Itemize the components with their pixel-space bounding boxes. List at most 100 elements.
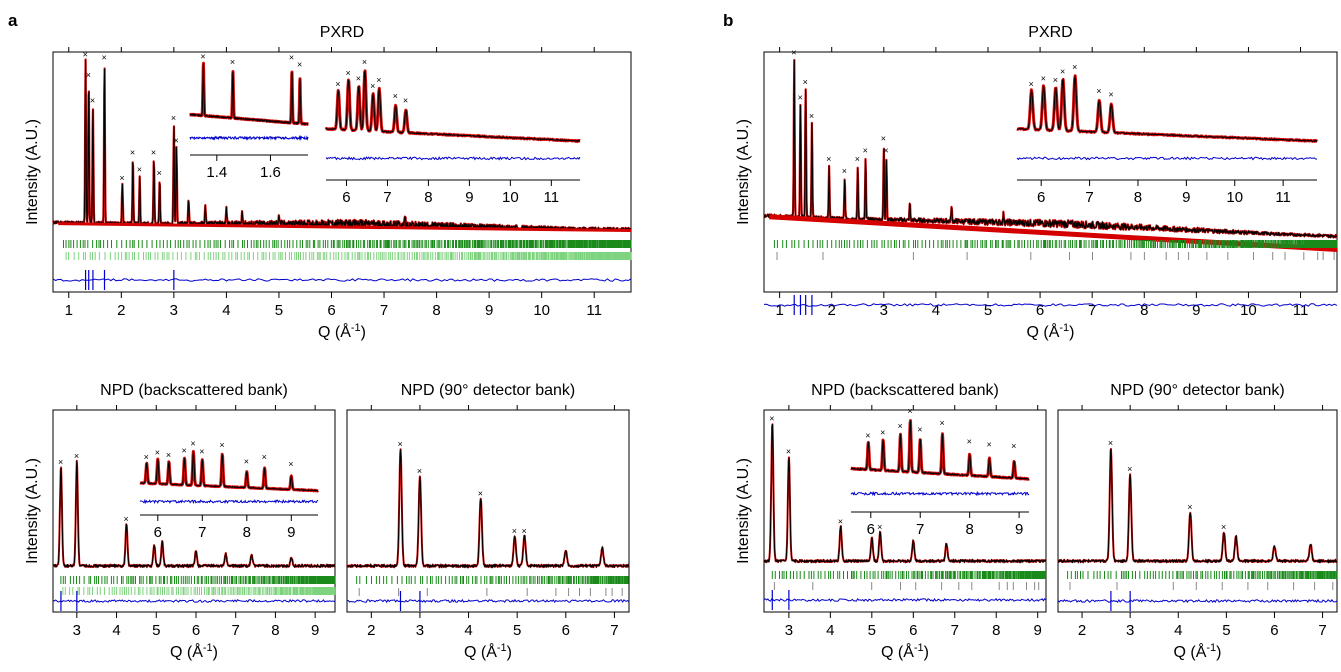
chart-a-npd-90-obs-marker: × bbox=[417, 466, 422, 476]
chart-b-npd-90-ticks-row2 bbox=[1069, 582, 1334, 590]
chart-b-pxrd-xtick-label: 4 bbox=[932, 302, 940, 319]
chart-b-npd-90-xtick-label: 4 bbox=[1174, 622, 1182, 639]
chart-a-pxrd-inset-0-obs-marker: × bbox=[200, 51, 205, 61]
xlabel-sup: -1 bbox=[203, 642, 213, 654]
chart-a-npd-back-xtick-label: 5 bbox=[152, 622, 160, 639]
chart-a-pxrd-inset-1-xtick-label: 6 bbox=[342, 189, 350, 206]
xlabel-end: ) bbox=[213, 644, 218, 661]
chart-b-npd-back-inset-0-obs-marker: × bbox=[1011, 441, 1016, 451]
chart-b-npd-back-inset-0-obs-marker: × bbox=[897, 421, 902, 431]
chart-b-pxrd-obs-marker: × bbox=[883, 146, 888, 156]
chart-a-pxrd-xtick-label: 5 bbox=[275, 302, 283, 319]
chart-b-pxrd-inset-0: 6 7 8 9 10 11×× ×× ×× × bbox=[1016, 62, 1319, 206]
chart-a-pxrd-xlabel: Q (Å-1) bbox=[318, 322, 366, 341]
chart-a-npd-back-inset-0-xtick-label: 7 bbox=[198, 524, 206, 541]
xlabel-sup: -1 bbox=[351, 322, 361, 334]
chart-a-npd-90-ticks-row2 bbox=[358, 588, 623, 596]
chart-b-npd-back-obs-marker: × bbox=[769, 413, 774, 423]
chart-b-npd-90: 2 3 4 5 6 7 NPD (90° detector bank) Q (Å-1) × × × × bbox=[1057, 382, 1338, 661]
chart-b-npd-back-ylabel: Intensity (A.U.) bbox=[735, 458, 752, 564]
chart-b-pxrd-xtick-label: 9 bbox=[1192, 302, 1200, 319]
panel-letter-a: a bbox=[8, 11, 18, 30]
chart-b-npd-back-xtick-label: 8 bbox=[992, 622, 1000, 639]
chart-b-pxrd-xtick-label: 1 bbox=[775, 302, 783, 319]
chart-a-pxrd-observed-background bbox=[58, 222, 632, 233]
chart-a-pxrd-xtick-label: 8 bbox=[432, 302, 440, 319]
chart-a-pxrd-xtick-label: 1 bbox=[65, 302, 73, 319]
chart-a-pxrd-obs-marker: × bbox=[86, 70, 91, 80]
chart-a-pxrd-xtick-label: 3 bbox=[170, 302, 178, 319]
chart-a-pxrd-inset-1-xtick-label: 11 bbox=[544, 189, 560, 206]
chart-a-npd-back-inset-0-obs-marker: × bbox=[288, 459, 293, 469]
chart-b-npd-90-calculated bbox=[1057, 448, 1338, 565]
chart-b-npd-back-inset-0-obs-marker: × bbox=[939, 418, 944, 428]
chart-a-npd-back: 3 4 5 6 7 8 9 NPD (backscattered bank) Q (Å-1) In… bbox=[24, 382, 336, 661]
chart-b-pxrd-inset-0-obs-marker: × bbox=[1108, 90, 1113, 100]
chart-b-npd-back-title: NPD (backscattered bank) bbox=[811, 382, 999, 399]
chart-a-npd-back-ylabel: Intensity (A.U.) bbox=[24, 458, 41, 564]
chart-b-npd-back-inset-0-difference bbox=[850, 490, 1030, 497]
chart-a-npd-back-obs-marker: × bbox=[74, 451, 79, 461]
chart-a-pxrd-obs-marker: × bbox=[83, 49, 88, 59]
chart-a-pxrd-frame bbox=[52, 51, 632, 293]
chart-b-npd-back-xtick-label: 6 bbox=[909, 622, 917, 639]
chart-b-pxrd-obs-marker: × bbox=[803, 77, 808, 87]
chart-b-npd-90-xtick-label: 7 bbox=[1318, 622, 1326, 639]
chart-a-npd-90-frame bbox=[346, 409, 630, 613]
chart-b-pxrd-inset-0-xtick-label: 7 bbox=[1085, 189, 1093, 206]
chart-b-pxrd-obs-marker: × bbox=[855, 154, 860, 164]
chart-b-npd-90-ticks-row1 bbox=[1067, 571, 1338, 579]
chart-a-pxrd-inset-0-difference bbox=[189, 134, 309, 141]
chart-b-pxrd-obs-marker: × bbox=[791, 48, 796, 58]
chart-a-pxrd-obs-marker: × bbox=[137, 165, 142, 175]
chart-a-pxrd-inset-1-obs-marker: × bbox=[356, 74, 361, 84]
xlabel-main: Q (Å bbox=[881, 642, 914, 661]
chart-b-pxrd-xlabel: Q (Å-1) bbox=[1027, 322, 1075, 341]
chart-b-npd-back-calculated bbox=[763, 424, 1047, 565]
chart-a-pxrd-xtick-label: 4 bbox=[222, 302, 230, 319]
chart-a-npd-back-inset-0-xtick-label: 8 bbox=[243, 524, 251, 541]
xlabel-sup: -1 bbox=[914, 642, 924, 654]
chart-a-pxrd-inset-1-obs-marker: × bbox=[362, 57, 367, 67]
chart-a-pxrd-xtick-label: 11 bbox=[586, 302, 602, 319]
chart-b-pxrd-ticks-row1 bbox=[773, 240, 1338, 248]
chart-a-pxrd-ticks-row2 bbox=[65, 252, 632, 260]
chart-a-npd-back-xtick-label: 9 bbox=[311, 622, 319, 639]
xlabel-end: ) bbox=[1216, 644, 1221, 661]
chart-b-npd-back-inset-0-obs-marker: × bbox=[967, 437, 972, 447]
chart-b-pxrd-inset-0-obs-marker: × bbox=[1029, 79, 1034, 89]
chart-b-pxrd-difference bbox=[763, 303, 1338, 307]
chart-b-npd-back-ticks-row1 bbox=[771, 571, 1047, 579]
xlabel-end: ) bbox=[507, 644, 512, 661]
chart-a-pxrd-inset-1: 6 7 8 9 10 11××××××× × bbox=[324, 57, 581, 206]
chart-b-npd-90-frame bbox=[1057, 409, 1338, 613]
chart-a-pxrd-difference bbox=[52, 278, 632, 282]
chart-b-npd-back-xlabel: Q (Å-1) bbox=[881, 642, 929, 661]
chart-b-npd-back-xtick-label: 3 bbox=[785, 622, 793, 639]
chart-a-npd-90-obs-marker: × bbox=[397, 439, 402, 449]
chart-a-pxrd-title: PXRD bbox=[320, 24, 364, 41]
xlabel-main: Q (Å bbox=[170, 642, 203, 661]
chart-a-npd-90-xtick-label: 6 bbox=[562, 622, 570, 639]
chart-b-npd-90-xtick-label: 5 bbox=[1222, 622, 1230, 639]
chart-a-pxrd-inset-1-xtick-label: 10 bbox=[502, 189, 519, 206]
chart-a-pxrd-ylabel: Intensity (A.U.) bbox=[24, 119, 41, 225]
chart-b-npd-back: 3 4 5 6 7 8 9 NPD (backscattered bank) Q (Å-1) In… bbox=[735, 382, 1047, 661]
chart-a-npd-90-calculated bbox=[346, 449, 630, 569]
chart-a-pxrd-inset-1-obs-marker: × bbox=[393, 91, 398, 101]
chart-a-npd-back-inset-0-obs-marker: × bbox=[155, 448, 160, 458]
chart-b-npd-90-xtick-label: 2 bbox=[1078, 622, 1086, 639]
chart-a-pxrd-inset-0-calculated bbox=[189, 63, 309, 126]
chart-a-npd-back-xtick-label: 7 bbox=[232, 622, 240, 639]
chart-a-pxrd-inset-1-obs-marker: × bbox=[335, 79, 340, 89]
chart-b-npd-90-obs-marker: × bbox=[1221, 522, 1226, 532]
chart-a-pxrd-inset-0-obs-marker: × bbox=[289, 53, 294, 63]
chart-a-npd-90-xtick-label: 3 bbox=[416, 622, 424, 639]
chart-a-npd-back-xtick-label: 4 bbox=[112, 622, 120, 639]
chart-a-pxrd-inset-1-obs-marker: × bbox=[370, 81, 375, 91]
chart-a-npd-90-title: NPD (90° detector bank) bbox=[401, 382, 575, 399]
chart-b-pxrd-calculated bbox=[763, 59, 1338, 240]
chart-a-pxrd-inset-1-xtick-label: 8 bbox=[424, 189, 432, 206]
